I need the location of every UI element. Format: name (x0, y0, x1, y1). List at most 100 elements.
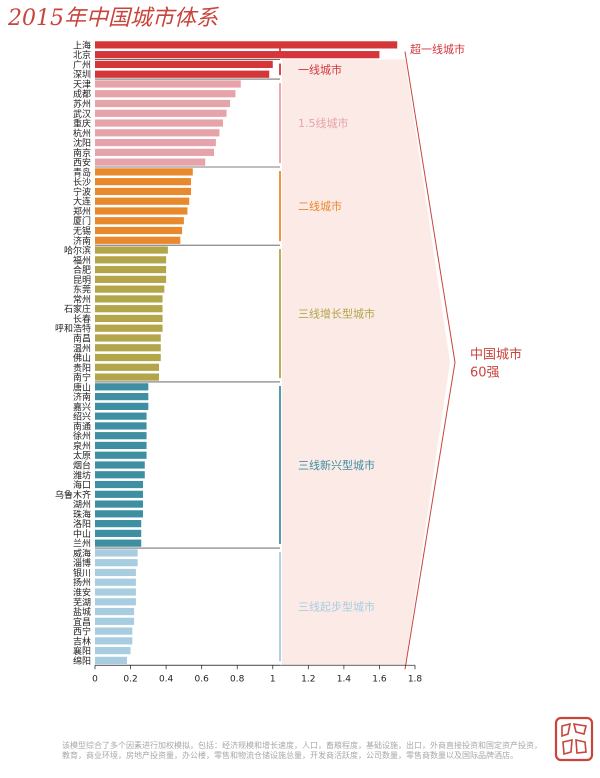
category-label: 深圳 (73, 70, 91, 81)
category-label: 太原 (73, 450, 91, 462)
bar (95, 344, 161, 352)
category-label: 石家庄 (64, 303, 91, 315)
bar (95, 627, 133, 635)
category-labels: 上海北京广州深圳天津成都苏州武汉重庆杭州沈阳南京西安青岛长沙宁波大连郑州厦门无锡… (55, 39, 91, 667)
tier-label: 三线增长型城市 (298, 307, 375, 321)
bracket-band: 中国城市 60强 (282, 51, 522, 670)
x-tick-label: 1.6 (372, 674, 387, 684)
bar (95, 520, 142, 528)
category-label: 济南 (73, 235, 91, 247)
x-tick-label: 0.2 (123, 674, 137, 684)
bar (95, 236, 181, 244)
bar (95, 383, 149, 391)
category-label: 威海 (73, 547, 91, 559)
bar (95, 441, 147, 450)
bar (95, 568, 136, 577)
category-label: 西安 (73, 157, 91, 169)
bar (95, 70, 270, 78)
category-label: 吉林 (73, 635, 91, 647)
bar (95, 275, 167, 283)
category-label: 西宁 (73, 626, 91, 638)
category-label: 芜湖 (73, 596, 91, 608)
bar (95, 422, 147, 430)
bar (95, 549, 138, 557)
category-label: 洛阳 (73, 518, 91, 530)
bar (95, 656, 127, 664)
category-label: 淮安 (73, 587, 91, 599)
bar (95, 90, 236, 98)
x-tick-label: 0.4 (159, 674, 174, 684)
category-label: 济南 (73, 391, 91, 403)
category-label: 天津 (73, 79, 91, 90)
bar (95, 51, 380, 59)
bar (95, 99, 231, 108)
bar (95, 461, 145, 469)
bar (95, 559, 138, 567)
category-label: 兰州 (73, 538, 91, 550)
bar (95, 324, 163, 332)
bar (95, 148, 215, 156)
category-label: 襄阳 (73, 645, 91, 657)
category-label: 合肥 (73, 264, 91, 276)
category-label: 厦门 (73, 215, 91, 227)
category-label: 大连 (73, 196, 91, 208)
bracket-label-line: 中国城市 (470, 346, 522, 362)
category-label: 上海 (73, 39, 91, 51)
chart-title: 2015年中国城市体系 (8, 6, 218, 31)
category-label: 盐城 (73, 606, 91, 618)
bar (95, 265, 167, 274)
bar (95, 451, 147, 459)
x-tick-label: 1.4 (337, 674, 352, 684)
category-label: 泉州 (73, 440, 91, 452)
x-tick-label: 0.6 (195, 674, 210, 684)
category-label: 郑州 (73, 205, 91, 217)
category-label: 青岛 (73, 166, 91, 178)
category-label: 福州 (73, 254, 91, 266)
category-label: 扬州 (73, 577, 91, 589)
category-label: 长春 (73, 313, 91, 325)
bar (95, 138, 216, 147)
category-label: 海口 (73, 479, 91, 491)
category-label: 无锡 (73, 226, 91, 237)
category-label: 贵阳 (73, 362, 91, 374)
x-tick-label: 1.8 (408, 674, 423, 684)
category-label: 烟台 (73, 459, 91, 471)
bar (95, 647, 131, 655)
tier-label: 一线城市 (298, 62, 342, 76)
bar-chart: 中国城市 60强 上海北京广州深圳天津成都苏州武汉重庆杭州沈阳南京西安青岛长沙宁波… (55, 39, 522, 684)
category-label: 杭州 (73, 127, 91, 139)
category-label: 重庆 (73, 118, 91, 130)
bar (95, 363, 159, 371)
bracket-label-line: 60强 (470, 365, 500, 380)
category-label: 淄博 (73, 557, 91, 569)
bar (95, 334, 161, 342)
tier-label: 三线新兴型城市 (298, 458, 375, 472)
bar (95, 285, 165, 293)
x-tick-label: 0.8 (230, 674, 245, 684)
bracket-chevron (404, 51, 456, 670)
bar (95, 607, 135, 616)
bar (95, 109, 227, 117)
category-label: 武汉 (73, 108, 91, 120)
bar (95, 480, 143, 489)
bar (95, 187, 191, 196)
category-label: 温州 (73, 343, 91, 354)
category-label: 昆明 (73, 275, 91, 286)
category-label: 广州 (73, 59, 91, 71)
category-label: 唐山 (73, 381, 91, 393)
bar (95, 412, 147, 420)
bar (95, 500, 143, 508)
bar (95, 539, 142, 547)
bar (95, 353, 161, 362)
bar (95, 637, 133, 645)
category-label: 潍坊 (73, 469, 91, 481)
bar (95, 41, 398, 49)
bar (95, 256, 167, 264)
bar (95, 60, 273, 69)
bar (95, 246, 168, 254)
tier-label: 1.5线城市 (298, 116, 349, 130)
category-label: 东莞 (73, 284, 91, 296)
category-label: 宜昌 (73, 616, 91, 628)
category-label: 南京 (73, 147, 91, 159)
bar (95, 588, 136, 596)
